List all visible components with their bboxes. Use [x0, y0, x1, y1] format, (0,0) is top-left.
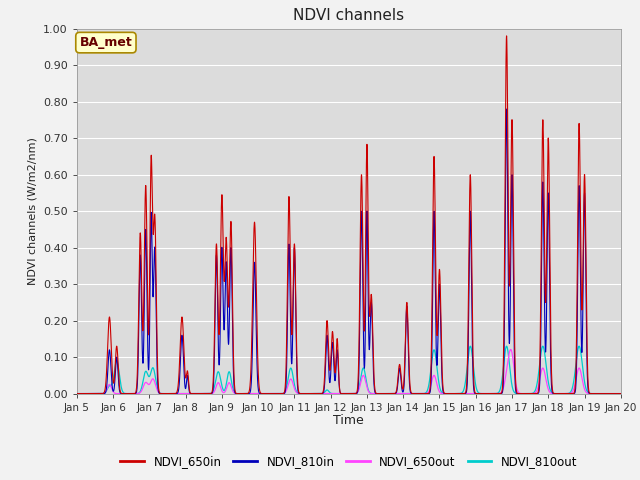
X-axis label: Time: Time: [333, 414, 364, 427]
Text: BA_met: BA_met: [79, 36, 132, 49]
Legend: NDVI_650in, NDVI_810in, NDVI_650out, NDVI_810out: NDVI_650in, NDVI_810in, NDVI_650out, NDV…: [116, 451, 582, 473]
Y-axis label: NDVI channels (W/m2/nm): NDVI channels (W/m2/nm): [28, 137, 38, 285]
Title: NDVI channels: NDVI channels: [293, 9, 404, 24]
